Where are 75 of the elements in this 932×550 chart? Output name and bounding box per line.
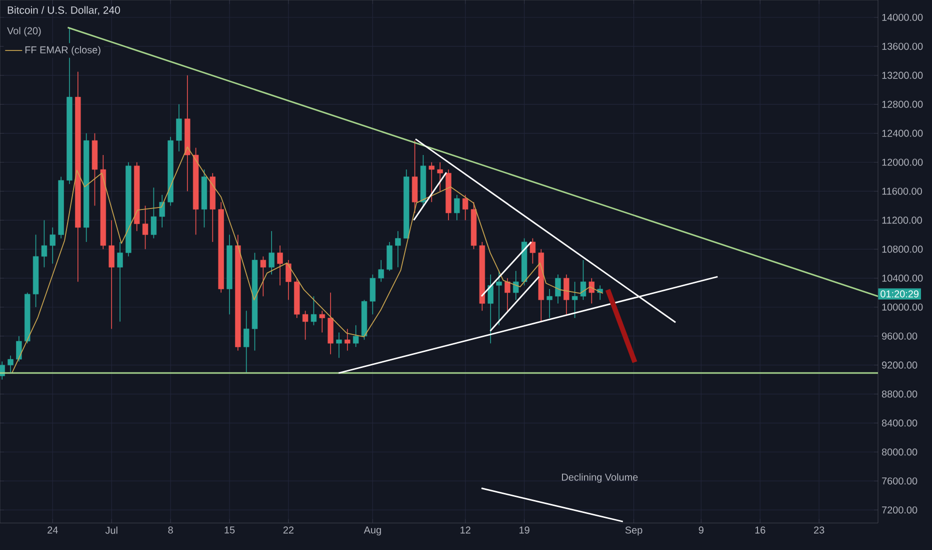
x-tick-label: 8 bbox=[168, 526, 173, 534]
candlestick bbox=[310, 296, 317, 326]
candlestick bbox=[286, 260, 292, 300]
candlestick bbox=[462, 194, 468, 221]
y-tick-label: 10800.00 bbox=[882, 246, 923, 253]
candlestick bbox=[260, 256, 266, 297]
annotation: Vol (20) bbox=[7, 27, 41, 36]
candlestick bbox=[268, 230, 274, 275]
candlestick bbox=[50, 227, 56, 264]
x-tick-label: 23 bbox=[814, 526, 824, 534]
x-tick-label: 24 bbox=[48, 526, 58, 534]
x-tick-label: Sep bbox=[625, 526, 642, 536]
candlestick bbox=[555, 274, 561, 304]
candlestick bbox=[530, 238, 536, 264]
x-tick-label: Aug bbox=[364, 526, 381, 536]
candlestick bbox=[41, 220, 48, 268]
candlestick bbox=[496, 270, 502, 326]
text: 01:20:29 bbox=[880, 290, 919, 298]
legend-label: FF EMAR (close) bbox=[25, 46, 100, 56]
candlestick bbox=[580, 260, 586, 300]
y-tick-label: 12800.00 bbox=[882, 100, 923, 108]
x-tick-label: 22 bbox=[283, 526, 294, 534]
candlestick bbox=[437, 162, 443, 192]
candlestick bbox=[378, 260, 384, 282]
candlestick bbox=[117, 242, 123, 322]
x-tick-label: 12 bbox=[460, 526, 470, 534]
candlestick bbox=[244, 310, 250, 373]
candlestick bbox=[370, 274, 376, 315]
annotation: Declining Volume bbox=[562, 473, 638, 483]
x-tick-label: 19 bbox=[520, 526, 530, 534]
candlestick bbox=[150, 187, 157, 239]
candlestick bbox=[336, 332, 342, 358]
candlestick bbox=[8, 355, 14, 373]
y-tick-label: 10400.00 bbox=[882, 274, 923, 282]
candlestick bbox=[588, 278, 594, 304]
y-tick-label: 8400.00 bbox=[882, 420, 918, 427]
x-tick-label: 16 bbox=[755, 526, 766, 534]
y-tick-label: 8000.00 bbox=[882, 448, 918, 456]
y-tick-label: 9600.00 bbox=[882, 332, 918, 340]
y-tick-label: 10000.00 bbox=[882, 304, 923, 311]
candlestick bbox=[395, 230, 401, 268]
candlestick bbox=[572, 281, 578, 318]
candlestick bbox=[386, 242, 392, 272]
y-tick-label: 12400.00 bbox=[882, 130, 923, 137]
candlestick bbox=[108, 220, 114, 330]
y-tick-label: 11200.00 bbox=[882, 216, 922, 224]
x-tick-label: Jul bbox=[105, 526, 118, 534]
y-tick-label: 13600.00 bbox=[882, 42, 923, 50]
candlestick bbox=[142, 205, 148, 250]
candlestick bbox=[546, 288, 552, 318]
x-tick-label: 9 bbox=[698, 526, 704, 534]
candlestick bbox=[277, 245, 283, 286]
candlestick bbox=[302, 310, 308, 340]
candlestick bbox=[176, 104, 182, 152]
y-tick-label: 9200.00 bbox=[882, 362, 918, 369]
y-tick-label: 14000.00 bbox=[882, 14, 923, 21]
candlestick bbox=[454, 194, 460, 221]
candlestick bbox=[159, 194, 165, 228]
candlestick bbox=[513, 270, 519, 300]
candlestick bbox=[488, 274, 494, 344]
candlestick bbox=[352, 324, 359, 348]
text: Bitcoin / U.S. Dollar, 240 bbox=[8, 6, 120, 16]
candlestick bbox=[564, 274, 570, 315]
x-tick-label: 15 bbox=[224, 526, 235, 534]
y-tick-label: 7600.00 bbox=[882, 477, 918, 485]
y-tick-label: 8800.00 bbox=[882, 390, 918, 398]
candlestick bbox=[16, 336, 22, 362]
candlestick bbox=[319, 310, 325, 333]
candlestick bbox=[504, 278, 510, 312]
y-tick-label: 12000.00 bbox=[882, 158, 923, 166]
y-tick-label: 7200.00 bbox=[882, 506, 918, 514]
y-tick-label: 13200.00 bbox=[882, 72, 923, 79]
y-tick-label: 11600.00 bbox=[882, 188, 922, 195]
candlestick bbox=[428, 162, 434, 202]
candlestick bbox=[344, 328, 350, 351]
